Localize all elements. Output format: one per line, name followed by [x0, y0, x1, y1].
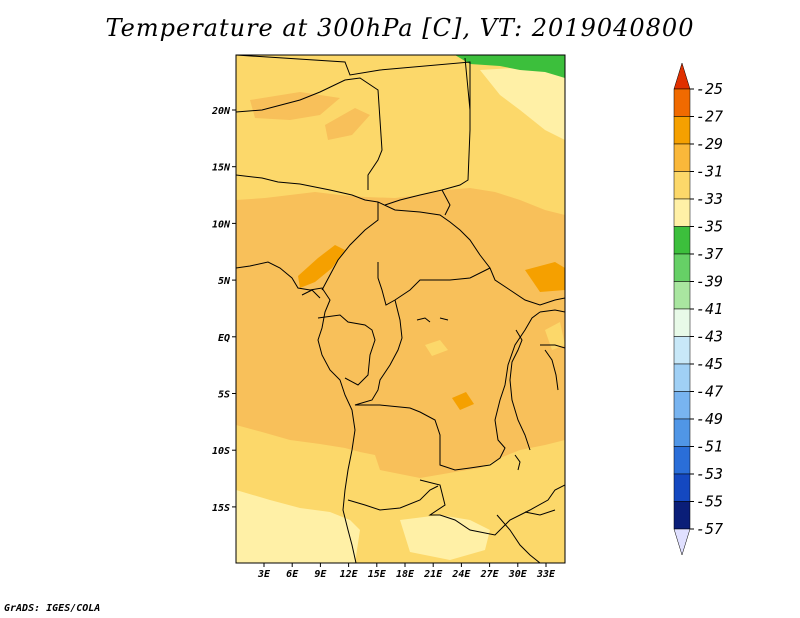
- field-north-patch: [325, 108, 370, 140]
- colorbar-swatch: [673, 253, 691, 282]
- colorbar-label: -33: [696, 190, 723, 208]
- colorbar-label: -37: [696, 245, 723, 263]
- map-frame: [235, 54, 566, 564]
- colorbar-label: -43: [696, 328, 723, 346]
- lat-tick-label: 10S: [212, 446, 230, 457]
- grads-credit: GrADS: IGES/COLA: [4, 603, 101, 614]
- colorbar-swatch: [673, 501, 691, 530]
- colorbar-swatch: [673, 226, 691, 255]
- map-fields: [236, 55, 565, 563]
- field-northeast-green: [455, 55, 565, 78]
- lon-tick-label: 9E: [314, 569, 327, 580]
- lat-tick-label: 5N: [218, 276, 231, 287]
- colorbar-swatch: [673, 308, 691, 337]
- longitude-axis: 3E 6E 9E 12E 15E 18E 21E 24E 27E 30E 33E: [257, 563, 556, 580]
- lon-tick-label: 18E: [396, 569, 415, 580]
- colorbar-swatch: [673, 281, 691, 310]
- colorbar-swatch: [673, 363, 691, 392]
- lon-tick-label: 6E: [286, 569, 299, 580]
- colorbar-swatch: [673, 336, 691, 365]
- lon-tick-label: 24E: [451, 569, 471, 580]
- colorbar-label: -47: [696, 383, 723, 401]
- colorbar-label: -41: [696, 300, 723, 318]
- colorbar-swatch: [673, 198, 691, 227]
- colorbar-label: -57: [696, 520, 723, 538]
- colorbar-swatch: [673, 446, 691, 475]
- colorbar-label: -51: [696, 438, 723, 456]
- country-borders: [236, 55, 565, 563]
- colorbar-swatch: [673, 473, 691, 502]
- colorbar-label: -31: [696, 163, 723, 181]
- colorbar-label: -35: [696, 218, 723, 236]
- lon-tick-label: 27E: [480, 569, 500, 580]
- lat-tick-label: 10N: [212, 219, 231, 230]
- colorbar-swatch: [673, 143, 691, 172]
- field-southwest-pale: [236, 490, 360, 563]
- lon-tick-label: 3E: [257, 569, 271, 580]
- colorbar-top-arrow: [673, 62, 691, 90]
- field-south-central-pale: [400, 515, 490, 560]
- lon-tick-label: 21E: [423, 569, 443, 580]
- lat-tick-label: EQ: [218, 333, 230, 344]
- lon-tick-label: 15E: [368, 569, 387, 580]
- colorbar-label: -49: [696, 410, 723, 428]
- map-title: Temperature at 300hPa [C], VT: 201904080…: [105, 14, 695, 42]
- colorbar-label: -39: [696, 273, 723, 291]
- colorbar-swatch: [673, 391, 691, 420]
- colorbar-bottom-arrow: [673, 528, 691, 556]
- field-northeast-pale: [480, 65, 565, 140]
- field-darker-east: [525, 262, 565, 292]
- lon-tick-label: 12E: [340, 569, 359, 580]
- colorbar-swatch: [673, 171, 691, 200]
- field-darker-band: [298, 245, 345, 288]
- lon-tick-label: 30E: [508, 569, 528, 580]
- field-darker-south: [452, 392, 474, 410]
- colorbar-swatch: [673, 116, 691, 145]
- field-northwest-patch: [250, 92, 340, 120]
- colorbar-label: -53: [696, 465, 723, 483]
- colorbar-label: -29: [696, 135, 723, 153]
- colorbar: -25 -27 -29 -31 -33 -35 -37 -39 -41 -43 -45 -47 -49 -…: [673, 62, 723, 556]
- lat-tick-label: 15N: [212, 163, 231, 174]
- colorbar-label: -45: [696, 355, 723, 373]
- lon-tick-label: 33E: [536, 569, 556, 580]
- colorbar-label: -55: [696, 493, 723, 511]
- latitude-axis: 20N 15N 10N 5N EQ 5S 10S 15S: [211, 106, 236, 514]
- field-pale-spot: [425, 340, 448, 356]
- colorbar-label: -25: [696, 80, 723, 98]
- field-patch-ne: [545, 322, 565, 350]
- colorbar-swatch: [673, 88, 691, 117]
- colorbar-swatch: [673, 418, 691, 447]
- lat-tick-label: 20N: [211, 106, 231, 117]
- lat-tick-label: 15S: [212, 503, 230, 514]
- lat-tick-label: 5S: [218, 390, 230, 401]
- colorbar-label: -27: [696, 108, 723, 126]
